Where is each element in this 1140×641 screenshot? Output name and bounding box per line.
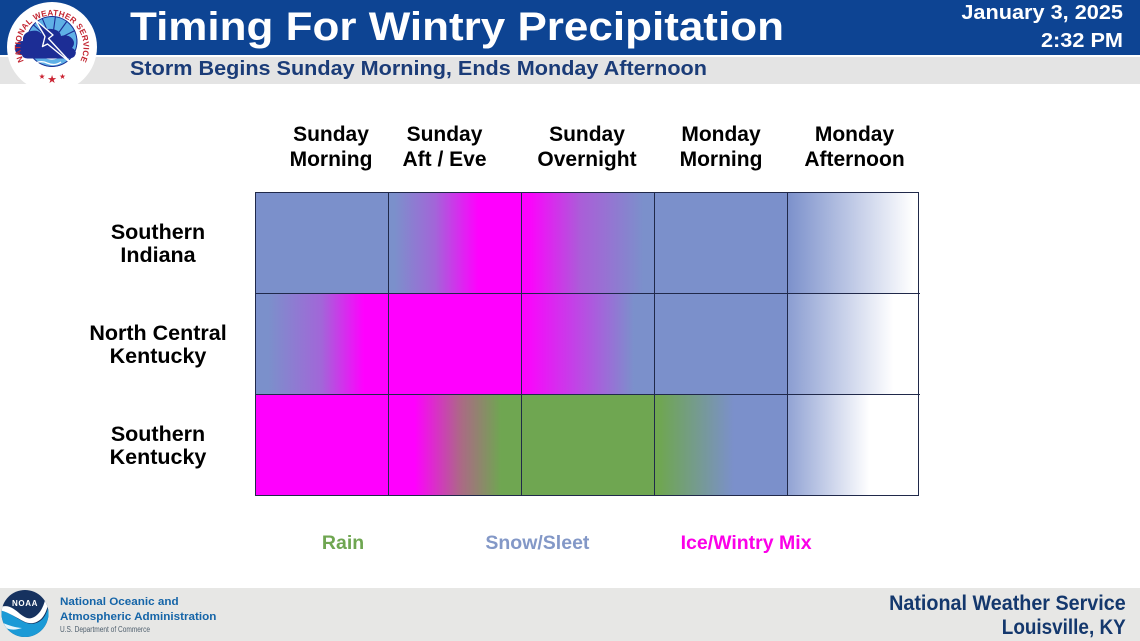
svg-text:★: ★: [39, 72, 46, 81]
svg-text:NOAA: NOAA: [12, 599, 38, 608]
svg-text:★: ★: [47, 74, 57, 86]
svg-text:★: ★: [59, 72, 66, 81]
